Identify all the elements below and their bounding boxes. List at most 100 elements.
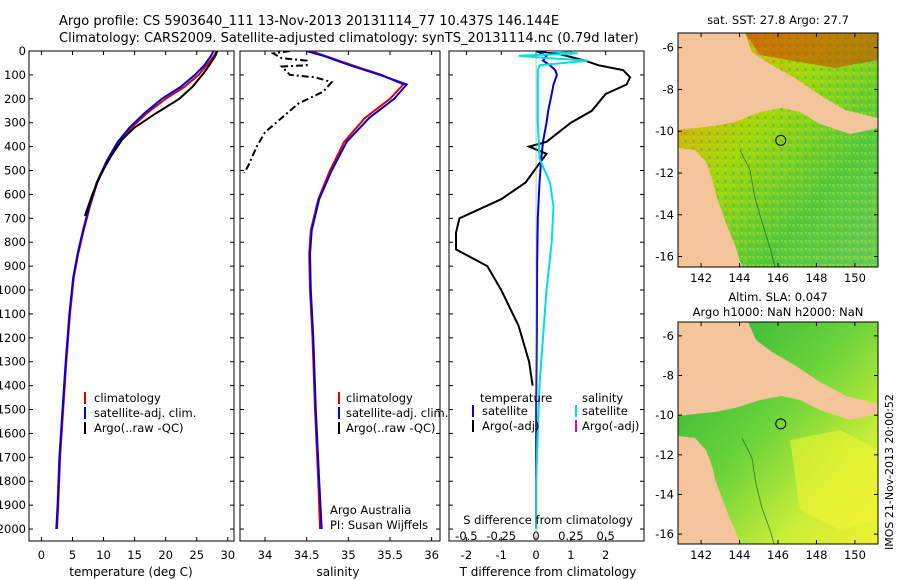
sst-warm-top-band	[745, 33, 878, 68]
salinity-annotation-line2: PI: Susan Wijffels	[330, 518, 428, 532]
temperature-x-tick-label: 15	[127, 548, 142, 562]
depth-tick-label: 1900	[0, 498, 26, 512]
salinity-x-tick-label: 34	[258, 548, 273, 562]
salinity-panel: 34 34.5 35 35.5 36 climatology satellite-adj…	[239, 50, 448, 579]
figure-title-line1: Argo profile: CS 5903640_111 13-Nov-2013…	[59, 14, 559, 29]
map-y-tick-label: -12	[655, 448, 674, 462]
depth-tick-label: 800	[4, 235, 26, 249]
map-y-tick-label: -12	[655, 166, 674, 180]
series-line-argo-raw-qc	[83, 51, 219, 217]
map-x-tick-label: 144	[729, 548, 751, 562]
sst-map-title: sat. SST: 27.8 Argo: 27.7	[707, 13, 849, 27]
salinity-x-axis: 34 34.5 35 35.5 36	[258, 51, 439, 562]
depth-tick-label: 1400	[0, 379, 26, 393]
map-x-tick-label: 146	[767, 271, 789, 285]
temperature-x-tick-label: 10	[96, 548, 111, 562]
map-x-tick-label: 150	[844, 548, 866, 562]
depth-tick-label: 1200	[0, 331, 26, 345]
salinity-annotation-line1: Argo Australia	[330, 503, 411, 517]
temperature-x-tick-label: 5	[69, 548, 76, 562]
depth-tick-label: 1100	[0, 307, 26, 321]
difference-panel: -2 -1 0 1 2-0.5 -0.25 0 0.25 0.5 temperature sat…	[448, 50, 645, 579]
salinity-x-tick-label: 36	[424, 548, 439, 562]
map-y-tick-label: -6	[663, 329, 674, 343]
map-y-tick-label: -16	[655, 527, 674, 541]
difference-legend-temperature: temperature satellite Argo(-adj)	[472, 391, 552, 433]
t-difference-x-tick-label: 1	[567, 548, 574, 562]
temperature-x-axis: 0 5 10 15 20 25 30	[38, 51, 235, 562]
depth-tick-label: 1700	[0, 450, 26, 464]
legend-header-salinity: salinity	[582, 391, 623, 405]
s-difference-label: S difference from climatology	[463, 513, 633, 527]
legend-label-climatology: climatology	[94, 391, 161, 405]
cape-york-land	[678, 436, 740, 544]
sla-map-title-line1: Altim. SLA: 0.047	[728, 290, 827, 304]
s-difference-x-tick-label: 0.5	[597, 529, 615, 543]
depth-tick-label: 300	[4, 116, 26, 130]
legend-label-t-satellite: satellite	[482, 404, 528, 418]
legend-label-s-satellite: satellite	[582, 404, 628, 418]
depth-tick-label: 900	[4, 259, 26, 273]
depth-tick-label: 1000	[0, 283, 26, 297]
depth-tick-label: 700	[4, 211, 26, 225]
depth-tick-label: 100	[4, 68, 26, 82]
series-line-s-satellite	[518, 51, 589, 529]
temperature-plot-frame	[28, 50, 235, 542]
map-x-tick-label: 148	[805, 548, 827, 562]
salinity-x-tick-label: 35.5	[377, 548, 403, 562]
series-line-argo-raw-qc	[243, 51, 334, 174]
depth-tick-label: 1300	[0, 355, 26, 369]
legend-label-argo: Argo(..raw -QC)	[94, 421, 184, 435]
sla-map-title-line2: Argo h1000: NaN h2000: NaN	[693, 305, 864, 319]
temperature-series	[55, 51, 219, 530]
difference-series	[455, 51, 632, 541]
depth-tick-label: 600	[4, 187, 26, 201]
figure-title-line2: Climatology: CARS2009. Satellite-adjuste…	[59, 31, 639, 46]
series-line-t-satellite	[535, 51, 558, 529]
depth-tick-label: 1800	[0, 474, 26, 488]
sst-float-marker	[775, 134, 787, 146]
t-difference-x-tick-label: 2	[602, 548, 609, 562]
depth-tick-label: 500	[4, 164, 26, 178]
depth-tick-label: 1500	[0, 403, 26, 417]
s-difference-x-tick-label: -0.5	[455, 529, 477, 543]
sst-map-axes: 142 144 146 148 150 -6 -8 -10 -12 -14 -16	[655, 33, 878, 285]
map-x-tick-label: 142	[690, 548, 712, 562]
t-difference-x-tick-label: -1	[495, 548, 506, 562]
temperature-x-tick-label: 0	[38, 548, 45, 562]
salinity-series	[243, 51, 409, 530]
map-x-tick-label: 144	[729, 271, 751, 285]
map-x-tick-label: 146	[767, 548, 789, 562]
legend-label-satellite: satellite-adj. clim.	[346, 406, 448, 420]
salinity-depth-ticks	[240, 50, 440, 530]
depth-axis: 0 100 200 300 400 500 600 700 800 900 1000 1100 1200…	[0, 44, 234, 536]
sst-map-panel: sat. SST: 27.8 Argo: 27.7 142 144 146 148 15…	[655, 13, 879, 285]
map-y-tick-label: -14	[655, 208, 674, 222]
sla-map-panel: Altim. SLA: 0.047 Argo h1000: NaN h2000:…	[655, 290, 879, 562]
map-y-tick-label: -10	[655, 408, 674, 422]
map-y-tick-label: -14	[655, 487, 674, 501]
map-y-tick-label: -6	[663, 41, 674, 55]
s-difference-x-tick-label: -0.25	[486, 529, 516, 543]
sla-high-patch	[790, 430, 878, 530]
map-x-tick-label: 150	[844, 271, 866, 285]
series-line-t-argo-adj	[455, 51, 632, 386]
depth-tick-label: 0	[19, 44, 26, 58]
salinity-legend: climatology satellite-adj. clim. Argo(..…	[338, 391, 448, 435]
map-y-tick-label: -8	[663, 369, 674, 383]
legend-label-s-argo: Argo(-adj)	[582, 419, 639, 433]
temperature-x-label: temperature (deg C)	[69, 565, 192, 579]
map-y-tick-label: -8	[663, 82, 674, 96]
imos-timestamp: IMOS 21-Nov-2013 20:00:52	[883, 394, 896, 550]
difference-legend-salinity: salinity satellite Argo(-adj)	[575, 391, 639, 433]
salinity-x-label: salinity	[316, 565, 359, 579]
t-difference-x-tick-label: 0	[532, 548, 539, 562]
t-difference-x-tick-label: -2	[461, 548, 472, 562]
reef-contour	[741, 437, 775, 544]
sla-map-axes: 142 144 146 148 150 -6 -8 -10 -12 -14 -16	[655, 322, 878, 562]
series-line-satellite-adj-clim	[306, 51, 409, 530]
new-guinea-land	[678, 322, 878, 420]
depth-tick-label: 2000	[0, 522, 26, 536]
map-y-tick-label: -16	[655, 250, 674, 264]
